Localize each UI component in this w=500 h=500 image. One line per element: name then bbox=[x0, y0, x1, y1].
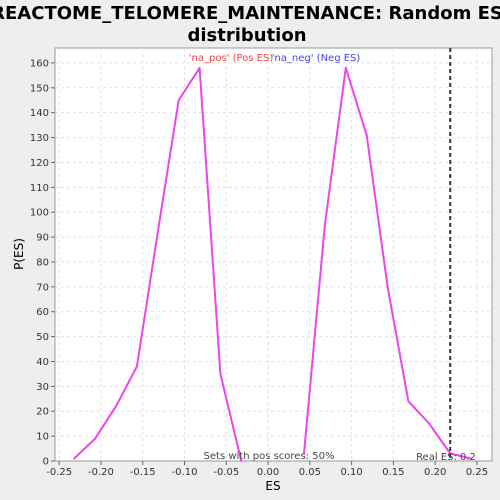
chart-title-line-2: distribution bbox=[187, 25, 306, 46]
data-point bbox=[407, 400, 410, 403]
legend-neg: 'na_neg' (Neg ES) bbox=[272, 53, 361, 64]
grid bbox=[55, 48, 492, 461]
pos-scores-annotation: Sets with pos scores: 50% bbox=[204, 451, 335, 462]
plot-area bbox=[54, 47, 493, 462]
axes: 0 10 20 30 40 50 60 70 80 90 100 110 120 130 140 150 160… bbox=[30, 58, 488, 478]
y-tick-label: 80 bbox=[36, 257, 49, 268]
y-tick-label: 160 bbox=[30, 58, 49, 69]
x-tick-label: 0.25 bbox=[466, 467, 488, 478]
y-tick-label: 40 bbox=[36, 357, 49, 368]
y-tick-label: 30 bbox=[36, 382, 49, 393]
data-point bbox=[470, 457, 473, 460]
data-point bbox=[198, 66, 201, 69]
data-point bbox=[302, 452, 305, 455]
x-tick-label: -0.15 bbox=[130, 467, 156, 478]
y-tick-label: 130 bbox=[30, 133, 49, 144]
chart-title-line-1: REACTOME_TELOMERE_MAINTENANCE: Random ES bbox=[0, 3, 500, 24]
y-tick-label: 90 bbox=[36, 233, 49, 244]
y-tick-label: 110 bbox=[30, 183, 49, 194]
y-tick-label: 60 bbox=[36, 307, 49, 318]
x-tick-label: -0.10 bbox=[172, 467, 198, 478]
data-point bbox=[114, 405, 117, 408]
y-tick-label: 140 bbox=[30, 108, 49, 119]
series-layer bbox=[73, 66, 473, 462]
x-tick-label: 0.00 bbox=[257, 467, 279, 478]
y-tick-label: 150 bbox=[30, 83, 49, 94]
y-tick-label: 20 bbox=[36, 407, 49, 418]
x-tick-label: -0.20 bbox=[88, 467, 114, 478]
data-point bbox=[240, 460, 243, 462]
data-point bbox=[177, 99, 180, 102]
data-point bbox=[428, 422, 431, 425]
data-point bbox=[219, 372, 222, 375]
data-point bbox=[323, 223, 326, 226]
data-point bbox=[73, 457, 76, 460]
y-tick-label: 70 bbox=[36, 282, 49, 293]
data-point bbox=[365, 134, 368, 137]
y-tick-label: 120 bbox=[30, 158, 49, 169]
x-tick-label: 0.05 bbox=[299, 467, 321, 478]
data-point bbox=[135, 365, 138, 368]
data-point bbox=[94, 437, 97, 440]
data-point bbox=[386, 285, 389, 288]
legend-pos: 'na_pos' (Pos ES) bbox=[189, 53, 274, 64]
x-tick-label: -0.05 bbox=[213, 467, 239, 478]
y-tick-label: 100 bbox=[30, 208, 49, 219]
real-es-label: Real ES: 0.2 bbox=[416, 452, 476, 463]
y-axis-label: P(ES) bbox=[12, 238, 26, 270]
x-tick-label: -0.25 bbox=[46, 467, 72, 478]
data-point bbox=[156, 231, 159, 234]
x-axis-label: ES bbox=[265, 479, 280, 493]
y-tick-label: 10 bbox=[36, 432, 49, 443]
y-tick-label: 0 bbox=[43, 457, 49, 468]
y-tick-label: 50 bbox=[36, 332, 49, 343]
x-tick-label: 0.20 bbox=[424, 467, 446, 478]
data-point bbox=[344, 66, 347, 69]
x-tick-label: 0.15 bbox=[382, 467, 404, 478]
x-tick-label: 0.10 bbox=[340, 467, 362, 478]
